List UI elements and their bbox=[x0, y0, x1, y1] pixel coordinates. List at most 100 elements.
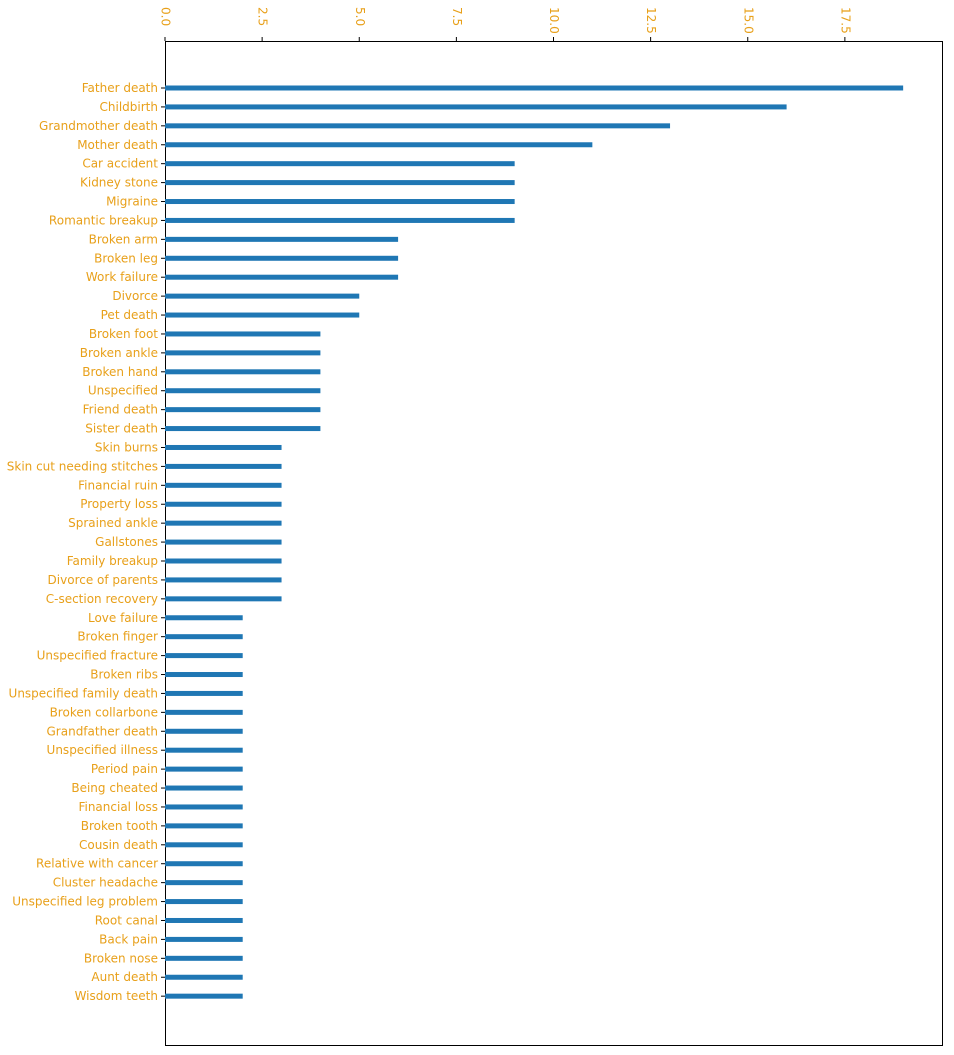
bar bbox=[165, 142, 593, 148]
bar bbox=[165, 85, 904, 91]
bar bbox=[165, 728, 243, 734]
category-label: Root canal bbox=[95, 913, 158, 927]
x-tick-label: 2.5 bbox=[256, 7, 270, 26]
category-label: Childbirth bbox=[100, 100, 158, 114]
category-label: Relative with cancer bbox=[36, 857, 158, 871]
category-label: Skin burns bbox=[95, 440, 158, 454]
category-label: Broken collarbone bbox=[50, 705, 158, 719]
bar bbox=[165, 596, 282, 602]
category-label: Broken finger bbox=[77, 630, 158, 644]
category-label: Broken leg bbox=[94, 251, 158, 265]
x-tick-label: 0.0 bbox=[159, 7, 173, 26]
bar bbox=[165, 426, 321, 432]
category-label: Skin cut needing stitches bbox=[7, 459, 158, 473]
category-label: Broken nose bbox=[84, 951, 158, 965]
category-label: Being cheated bbox=[71, 781, 158, 795]
bar bbox=[165, 199, 515, 205]
category-label: Divorce bbox=[112, 289, 158, 303]
category-label: Family breakup bbox=[67, 554, 158, 568]
category-label: Broken ankle bbox=[80, 346, 158, 360]
bar bbox=[165, 407, 321, 413]
bar bbox=[165, 539, 282, 545]
bar bbox=[165, 312, 360, 318]
bar bbox=[165, 634, 243, 640]
category-label: Unspecified leg problem bbox=[12, 895, 158, 909]
category-label: Unspecified family death bbox=[9, 686, 158, 700]
bar bbox=[165, 804, 243, 810]
x-axis: 0.0 2.5 5.0 7.5 10.0 12.5 15.0 17.5 bbox=[159, 7, 852, 41]
bar bbox=[165, 217, 515, 223]
bars-group bbox=[165, 85, 904, 999]
category-label: Wisdom teeth bbox=[75, 989, 158, 1003]
category-label: Unspecified fracture bbox=[37, 649, 158, 663]
category-label: Cousin death bbox=[79, 838, 158, 852]
bar bbox=[165, 974, 243, 980]
bar bbox=[165, 785, 243, 791]
bar bbox=[165, 293, 360, 299]
category-label: Cluster headache bbox=[53, 876, 158, 890]
category-label: Love failure bbox=[88, 611, 158, 625]
plot-area bbox=[165, 41, 943, 1046]
category-label: Mother death bbox=[77, 138, 158, 152]
category-label: C-section recovery bbox=[46, 592, 158, 606]
bar bbox=[165, 955, 243, 961]
bar bbox=[165, 369, 321, 375]
bar bbox=[165, 180, 515, 186]
bar bbox=[165, 861, 243, 867]
bar bbox=[165, 104, 787, 110]
category-label: Work failure bbox=[86, 270, 158, 284]
category-label: Divorce of parents bbox=[48, 573, 158, 587]
bar bbox=[165, 520, 282, 526]
bar bbox=[165, 653, 243, 659]
bar bbox=[165, 161, 515, 167]
category-label: Romantic breakup bbox=[49, 213, 158, 227]
bar bbox=[165, 936, 243, 942]
x-tick-label: 17.5 bbox=[838, 7, 852, 34]
bar bbox=[165, 123, 671, 129]
bar bbox=[165, 747, 243, 753]
category-label: Financial ruin bbox=[78, 478, 158, 492]
category-label: Grandfather death bbox=[47, 724, 159, 738]
category-label: Sister death bbox=[85, 422, 158, 436]
category-label: Migraine bbox=[106, 195, 158, 209]
category-label: Broken hand bbox=[82, 365, 158, 379]
category-label: Father death bbox=[82, 81, 158, 95]
category-label: Kidney stone bbox=[80, 176, 158, 190]
bar bbox=[165, 331, 321, 337]
bar bbox=[165, 501, 282, 507]
category-label: Gallstones bbox=[95, 535, 158, 549]
bar bbox=[165, 236, 399, 242]
bar bbox=[165, 615, 243, 621]
bar bbox=[165, 577, 282, 583]
x-tick-label: 5.0 bbox=[353, 7, 367, 26]
x-tick-label: 15.0 bbox=[741, 7, 755, 34]
category-label: Grandmother death bbox=[39, 119, 158, 133]
bar bbox=[165, 823, 243, 829]
category-label: Broken tooth bbox=[81, 819, 158, 833]
bar bbox=[165, 690, 243, 696]
bar bbox=[165, 444, 282, 450]
category-label: Sprained ankle bbox=[68, 516, 158, 530]
x-tick-label: 12.5 bbox=[644, 7, 658, 34]
bar bbox=[165, 255, 399, 261]
category-label: Friend death bbox=[83, 403, 158, 417]
bar bbox=[165, 274, 399, 280]
bar bbox=[165, 388, 321, 394]
category-label: Broken arm bbox=[89, 232, 158, 246]
category-label: Aunt death bbox=[91, 970, 158, 984]
category-label: Financial loss bbox=[78, 800, 158, 814]
category-label: Unspecified bbox=[88, 384, 158, 398]
bar bbox=[165, 993, 243, 999]
bar bbox=[165, 558, 282, 564]
category-label: Back pain bbox=[99, 932, 158, 946]
bar bbox=[165, 899, 243, 905]
category-label: Period pain bbox=[91, 762, 158, 776]
bar bbox=[165, 842, 243, 848]
bar bbox=[165, 482, 282, 488]
category-label: Broken foot bbox=[89, 327, 158, 341]
x-tick-label: 7.5 bbox=[450, 7, 464, 26]
y-axis: Father death Childbirth Grandmother death M… bbox=[7, 81, 165, 1003]
bar bbox=[165, 880, 243, 886]
bar bbox=[165, 463, 282, 469]
category-label: Car accident bbox=[82, 157, 158, 171]
